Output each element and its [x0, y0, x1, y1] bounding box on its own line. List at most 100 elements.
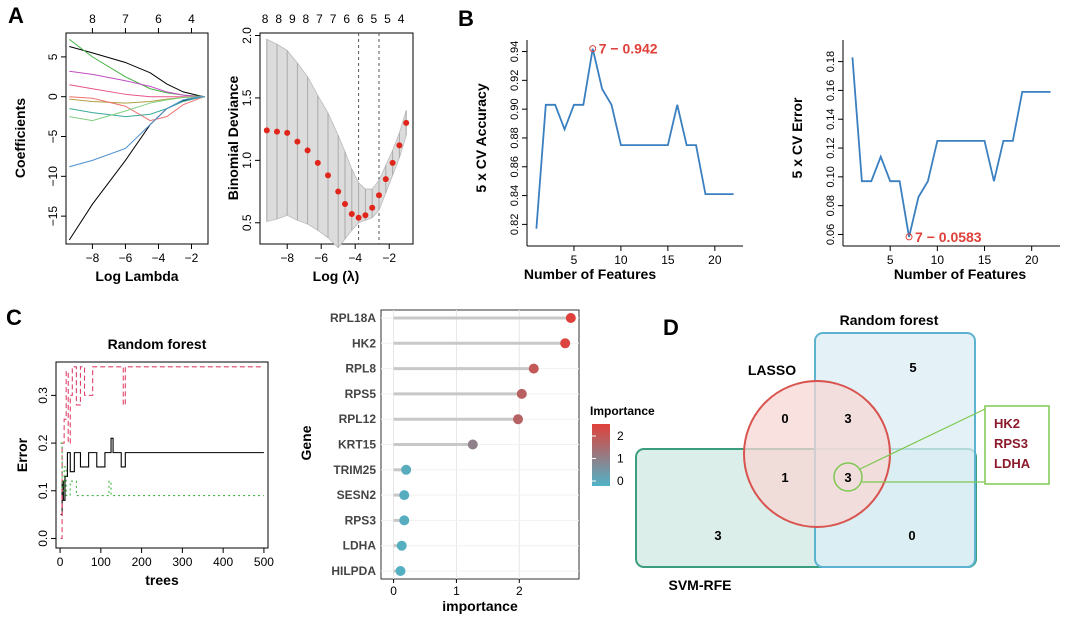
svm-error-best-label: 7 − 0.0583	[915, 229, 982, 245]
lasso-coef-xtick-label: −8	[86, 251, 100, 265]
b2-xtick-label: 20	[1025, 253, 1039, 267]
rf-error-line-class2	[60, 442, 264, 497]
b1-ytick-label: 0.88	[509, 127, 521, 148]
importance-xtick-label: 1	[453, 584, 460, 598]
rf-error-ytick-label: 0.0	[36, 530, 50, 547]
lasso-cv-top-tick-label: 4	[398, 12, 405, 26]
svm-accuracy-best-point	[589, 45, 597, 53]
venn-label-random-forest: Random forest	[840, 312, 939, 328]
lasso-coef-xlabel: Log Lambda	[95, 268, 178, 284]
venn-set-lasso	[743, 380, 891, 528]
b1-ytick-label: 0.82	[509, 214, 521, 235]
lasso-cv-top-tick-label: 8	[262, 12, 269, 26]
venn-label-svm-rfe: SVM-RFE	[669, 577, 732, 593]
svm-accuracy-best-label: 7 − 0.942	[599, 41, 658, 57]
panel-label-d: D	[663, 315, 679, 340]
lasso-cv-top-tick-label: 9	[289, 12, 296, 26]
lasso-coef-top-tick-label: 8	[89, 12, 96, 26]
b1-ytick-label: 0.90	[509, 98, 521, 119]
svm-error-xlabel: Number of Features	[894, 266, 1026, 282]
lasso-cv-point	[325, 172, 331, 179]
b1-xtick-label: 5	[571, 253, 578, 267]
b1-xtick-label: 20	[708, 253, 722, 267]
importance-dot	[513, 414, 524, 425]
lasso-cv-top-tick-label: 5	[371, 12, 378, 26]
lasso-coef-ytick-label: 0	[46, 93, 60, 100]
venn-count-rf-svm: 0	[908, 528, 915, 543]
lasso-cv-point	[314, 159, 321, 166]
lasso-cv-ytick-label: 1.0	[240, 152, 254, 169]
importance-dot	[565, 313, 576, 323]
rf-error-line-class1	[60, 366, 264, 540]
lasso-coef-top-tick-label: 7	[122, 12, 129, 26]
rf-error-ylabel: Error	[14, 437, 30, 472]
panel-label-a: A	[8, 3, 24, 28]
importance-dot	[401, 464, 412, 475]
lasso-cv-point	[369, 204, 376, 211]
importance-dot	[560, 338, 571, 349]
b2-xtick-label: 15	[978, 253, 992, 267]
lasso-cv-xtick-label: −6	[314, 251, 328, 265]
venn-count-lasso-svm: 1	[781, 470, 788, 485]
rf-error-xtick-label: 500	[254, 555, 274, 569]
lasso-coef-top-tick-label: 6	[155, 12, 162, 26]
lasso-cv-point	[376, 192, 382, 199]
lasso-cv-point	[389, 159, 396, 166]
b2-ytick-label: 0.08	[825, 195, 837, 216]
lasso-coef-plot-frame	[65, 32, 209, 245]
panel-label-b: B	[458, 6, 474, 31]
venn-core-gene: HK2	[994, 416, 1020, 431]
random-forest-error-plot: Random forest 0 100 200 300 400 500 0.0 0.1 0.2…	[14, 336, 274, 588]
svm-error-plot: 5 10 15 20 0.06 0.08 0.10 0.12 0.14 0.16 0.18 7 −…	[789, 40, 1060, 282]
importance-gene-label: KRT15	[338, 438, 376, 452]
importance-colorbar	[592, 424, 610, 486]
lasso-coef-path-teal	[69, 96, 205, 118]
lasso-cv-point	[403, 119, 410, 126]
b2-ytick-label: 0.10	[825, 166, 837, 187]
venn-count-svm-only: 3	[714, 528, 721, 543]
lasso-coef-path-black2	[69, 46, 205, 98]
venn-core-genes-box	[984, 405, 1050, 485]
lasso-cv-point	[335, 188, 342, 195]
gene-importance-plot: RPL18A HK2 RPL8 RPS5 RPL12 KRT15 TRIM25 SESN2 RP…	[298, 309, 655, 614]
venn-core-highlight	[833, 462, 863, 492]
b2-ytick-label: 0.16	[825, 80, 837, 101]
lasso-cv-point	[396, 142, 403, 149]
lasso-cv-top-tick-label: 7	[330, 12, 337, 26]
lasso-coef-xtick-label: −4	[152, 251, 166, 265]
rf-error-xtick-label: 300	[172, 555, 192, 569]
lasso-cv-ytick-label: 0.5	[240, 214, 254, 231]
lasso-cv-point	[274, 128, 280, 135]
venn-count-lasso-only: 0	[781, 411, 788, 426]
lasso-coef-ylabel: Coefficients	[12, 98, 28, 178]
b2-ytick-label: 0.14	[825, 109, 837, 130]
lasso-cv-point	[342, 201, 348, 208]
b2-xtick-label: 10	[931, 253, 945, 267]
lasso-coef-path-violet	[69, 70, 205, 98]
importance-gene-label: RPS5	[345, 387, 377, 401]
lasso-coefficient-plot: −8 −6 −4 −2 −15 −10 −5 0 5 8 7 6 4 Log Lambda Coef…	[12, 12, 209, 284]
importance-legend-tick-label: 2	[617, 429, 624, 443]
lasso-cv-ylabel: Binomial Deviance	[225, 76, 241, 201]
lasso-coef-ytick-label: −10	[46, 166, 60, 187]
venn-count-lasso-rf: 3	[844, 411, 851, 426]
importance-gene-label: RPS3	[345, 513, 377, 527]
rf-error-xtick-label: 100	[91, 555, 111, 569]
rf-error-xlabel: trees	[145, 572, 179, 588]
importance-gene-label: LDHA	[343, 539, 377, 553]
b2-ytick-label: 0.12	[825, 137, 837, 158]
lasso-coef-path-black	[68, 96, 205, 241]
lasso-cv-top-tick-label: 8	[275, 12, 282, 26]
lasso-coef-ytick-label: −15	[46, 206, 60, 227]
lasso-cv-xlabel: Log (λ)	[313, 268, 360, 284]
random-forest-title: Random forest	[108, 336, 207, 352]
svm-accuracy-ylabel: 5 x CV Accuracy	[473, 83, 489, 192]
lasso-coef-path-salmon	[69, 96, 205, 122]
rf-error-ytick-label: 0.3	[36, 387, 50, 404]
b2-xtick-label: 5	[887, 253, 894, 267]
svm-error-line	[851, 57, 1051, 238]
lasso-coef-ytick-label: −5	[46, 129, 60, 143]
importance-dot	[395, 566, 406, 576]
b1-ytick-label: 0.94	[509, 41, 521, 62]
rf-error-xtick-label: 400	[213, 555, 233, 569]
